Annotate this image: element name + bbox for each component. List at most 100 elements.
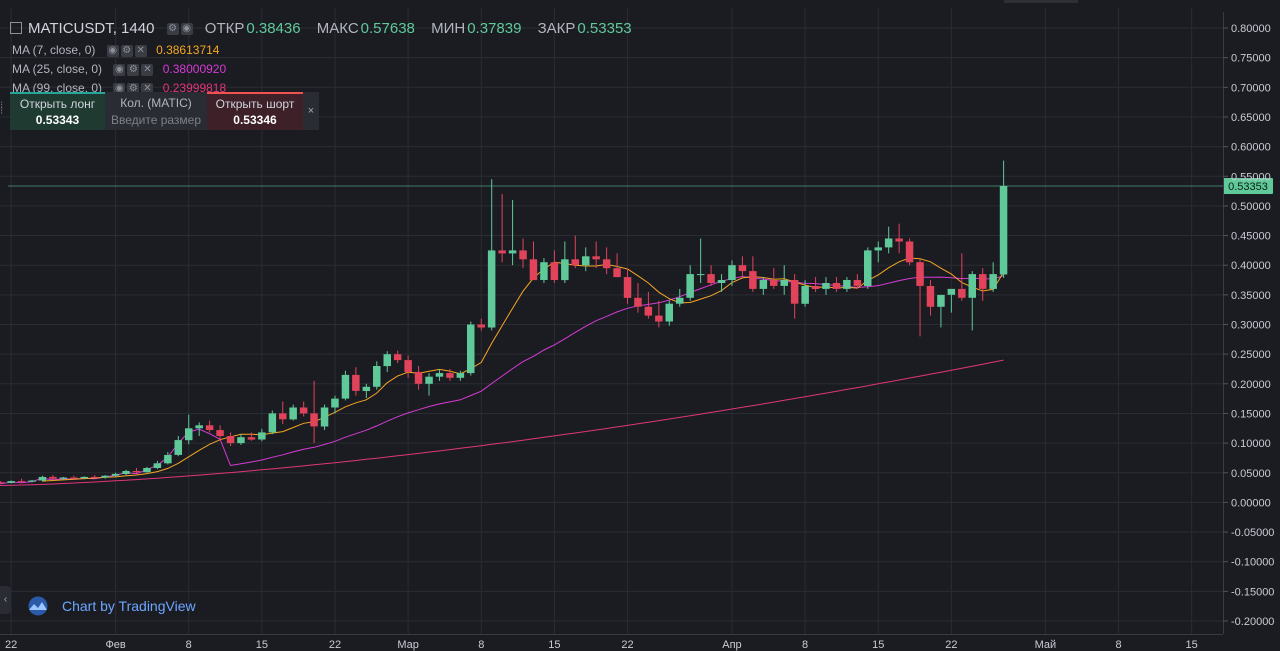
eye-icon[interactable]: ◉: [180, 23, 193, 36]
ma25-settings-icon[interactable]: ⚙: [127, 63, 140, 76]
close-panel-icon[interactable]: ×: [303, 92, 319, 130]
candle-body: [790, 280, 799, 304]
x-tick-label: 8: [1115, 639, 1121, 651]
last-price-line: 0.53353: [8, 178, 1273, 195]
candle-body: [508, 250, 517, 254]
ma25-value: 0.38000920: [162, 62, 227, 76]
tradingview-branding-text: Chart by TradingView: [62, 598, 196, 614]
candle-body: [185, 428, 193, 441]
ma99-legend[interactable]: MA (99, close, 0) ◉ ⚙ ✕ 0.23999818: [12, 81, 226, 95]
candle-body: [937, 294, 945, 307]
candle-body: [728, 265, 736, 280]
y-tick-label: 0.20000: [1231, 379, 1271, 391]
quantity-field[interactable]: Кол. (MATIC) Введите размер: [105, 92, 207, 130]
y-tick-label: 0.25000: [1231, 349, 1271, 361]
y-tick-label: 0.60000: [1231, 142, 1271, 154]
candle-body: [341, 374, 350, 399]
candle-body: [999, 186, 1008, 275]
time-axis[interactable]: 22 Фев 8 15 22 Мар 8 15 22 Апр 8 15 22 Май 8 15: [0, 634, 1223, 651]
candle-body: [0, 482, 5, 484]
settings-icon[interactable]: ⚙: [166, 23, 179, 36]
ma25-eye-icon[interactable]: ◉: [113, 63, 126, 76]
collapse-sidebar-icon[interactable]: ‹: [0, 586, 11, 614]
tradingview-branding[interactable]: Chart by TradingView: [24, 596, 196, 616]
open-long-button[interactable]: Открыть лонг 0.53343: [10, 92, 105, 130]
candle-body: [174, 440, 182, 455]
candle-body: [91, 476, 99, 478]
candle-body: [383, 354, 391, 367]
candle-body: [843, 280, 851, 289]
x-tick-label: 15: [872, 639, 884, 651]
candle-body: [331, 398, 339, 408]
open-short-button[interactable]: Открыть шорт 0.53346: [207, 92, 303, 130]
ma7-eye-icon[interactable]: ◉: [106, 44, 119, 57]
ma7-remove-icon[interactable]: ✕: [134, 44, 147, 57]
candle-body: [498, 250, 506, 254]
candle-body: [153, 463, 162, 468]
candle-body: [696, 274, 705, 276]
candle-body: [832, 283, 841, 289]
ma7-settings-icon[interactable]: ⚙: [120, 44, 133, 57]
drag-handle-icon[interactable]: ⁝ ⁝: [0, 100, 4, 117]
y-tick-label: -0.20000: [1231, 616, 1274, 628]
candle-body: [540, 262, 548, 280]
ma25-legend[interactable]: MA (25, close, 0) ◉ ⚙ ✕ 0.38000920: [12, 62, 226, 76]
y-tick-label: 0.45000: [1231, 231, 1271, 243]
symbol-legend: MATICUSDT, 1440 ⚙ ◉ ОТКР 0.38436 МАКС 0.576…: [10, 20, 636, 37]
candle-body: [373, 366, 381, 387]
price-axis[interactable]: 0.80000 0.75000 0.70000 0.65000 0.60000 0.550…: [1223, 12, 1274, 634]
candle-body: [49, 476, 57, 479]
candle-body: [258, 432, 266, 440]
x-tick-label: 15: [256, 639, 268, 651]
x-tick-label: 8: [478, 639, 484, 651]
candle-body: [320, 407, 329, 427]
y-tick-label: 0.10000: [1231, 438, 1271, 450]
candle-body: [289, 407, 297, 420]
y-tick-label: 0.70000: [1231, 82, 1271, 94]
candle-body: [446, 373, 454, 378]
ma99-line: [0, 359, 1004, 487]
moving-average-lines: [0, 257, 1005, 487]
x-tick-label: 22: [329, 639, 341, 651]
candle-body: [686, 274, 694, 298]
collapse-legend-icon[interactable]: [10, 22, 22, 35]
ma99-remove-icon[interactable]: ✕: [141, 82, 154, 95]
candle-body: [435, 373, 444, 377]
candle-body: [17, 481, 26, 483]
ma7-legend[interactable]: MA (7, close, 0) ◉ ⚙ ✕ 0.38613714: [12, 43, 219, 57]
candle-body: [884, 238, 893, 248]
low-value: 0.37839: [467, 20, 522, 37]
candle-body: [101, 475, 109, 478]
ma99-settings-icon[interactable]: ⚙: [127, 82, 140, 95]
y-tick-label: 0.50000: [1231, 201, 1271, 213]
low-label: МИН: [431, 20, 466, 37]
candle-body: [164, 455, 172, 464]
candle-body: [655, 315, 663, 322]
open-short-label: Открыть шорт: [215, 97, 295, 111]
symbol-label[interactable]: MATICUSDT, 1440: [28, 20, 155, 37]
candle-body: [822, 283, 830, 289]
x-tick-label: 22: [945, 639, 957, 651]
candle-body: [352, 374, 360, 391]
ma99-eye-icon[interactable]: ◉: [113, 82, 126, 95]
last-price-label: 0.53353: [1228, 181, 1268, 193]
candle-body: [487, 250, 496, 328]
candle-body: [561, 259, 569, 281]
ma25-remove-icon[interactable]: ✕: [141, 63, 154, 76]
candle-body: [864, 250, 872, 286]
high-label: МАКС: [316, 20, 359, 37]
x-tick-label: 8: [802, 639, 808, 651]
candle-body: [582, 256, 590, 266]
candle-body: [780, 280, 788, 286]
candle-body: [958, 288, 966, 298]
candle-body: [226, 436, 235, 444]
candle-body: [874, 247, 882, 251]
candle-body: [738, 265, 747, 272]
y-tick-label: 0.80000: [1231, 23, 1271, 35]
candle-body: [665, 303, 673, 322]
candle-body: [414, 371, 423, 384]
candle-body: [195, 425, 203, 429]
candle-body: [759, 280, 768, 289]
quantity-input[interactable]: Введите размер: [110, 112, 202, 127]
